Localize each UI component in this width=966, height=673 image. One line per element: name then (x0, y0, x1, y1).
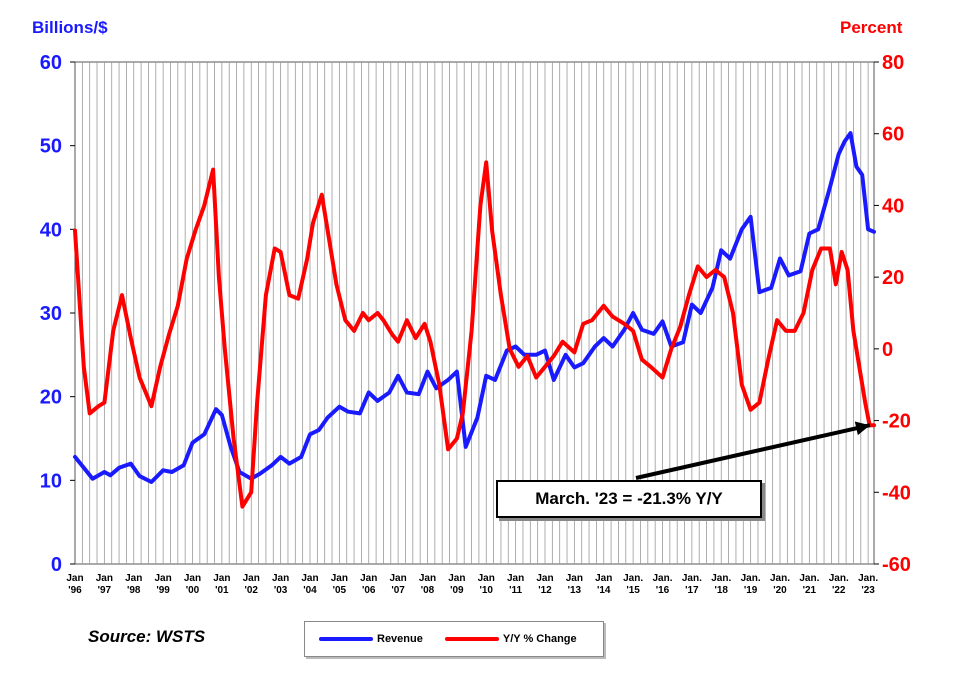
x-tick-label-month: Jan. (682, 573, 702, 584)
x-tick-label-year: '22 (832, 585, 846, 596)
x-tick-label-month: Jan (390, 573, 407, 584)
x-tick-label-month: Jan. (711, 573, 731, 584)
x-tick-label-year: '19 (744, 585, 758, 596)
x-tick-label-month: Jan (566, 573, 583, 584)
revenue-line (73, 131, 876, 484)
legend-label-yoy: Y/Y % Change (502, 633, 577, 645)
left-tick-label: 0 (51, 554, 62, 576)
x-tick-label-year: '98 (127, 585, 141, 596)
x-tick-label-year: '13 (568, 585, 582, 596)
x-tick-label-month: Jan (448, 573, 465, 584)
left-tick-label: 30 (40, 303, 62, 325)
right-tick-label: 20 (882, 267, 904, 289)
x-tick-label-month: Jan (301, 573, 318, 584)
x-tick-label-year: '18 (714, 585, 728, 596)
annotation-arrow (635, 421, 871, 480)
x-tick-label-month: Jan. (799, 573, 819, 584)
x-tick-label-year: '14 (597, 585, 611, 596)
x-tick-label-month: Jan. (623, 573, 643, 584)
legend-label-revenue: Revenue (377, 633, 423, 645)
x-tick-label-month: Jan (478, 573, 495, 584)
x-tick-label-year: '20 (773, 585, 787, 596)
x-tick-label-month: Jan. (652, 573, 672, 584)
x-tick-label-year: '11 (509, 585, 522, 596)
x-tick-label-year: '08 (421, 585, 435, 596)
left-tick-label: 10 (40, 470, 62, 492)
x-tick-label-year: '21 (803, 585, 817, 596)
source-note: Source: WSTS (88, 627, 206, 646)
right-tick-label: 40 (882, 195, 904, 217)
legend-item-revenue: Revenue (319, 633, 423, 645)
x-tick-label-year: '17 (685, 585, 699, 596)
x-tick-label-year: '05 (333, 585, 347, 596)
x-tick-label-month: Jan (66, 573, 83, 584)
x-tick-label-month: Jan (507, 573, 524, 584)
right-tick-label: 80 (882, 52, 904, 74)
yoy-change-line (73, 160, 876, 509)
x-tick-label-month: Jan (331, 573, 348, 584)
left-tick-label: 20 (40, 387, 62, 409)
x-tick-label-year: '16 (656, 585, 670, 596)
legend-swatch-yoy (444, 637, 499, 641)
x-tick-label-month: Jan (125, 573, 142, 584)
arrow-head (854, 421, 870, 436)
x-tick-label-year: '23 (861, 585, 875, 596)
left-tick-label: 50 (40, 136, 62, 158)
x-tick-label-month: Jan (595, 573, 612, 584)
left-tick-label: 40 (40, 219, 62, 241)
x-tick-label-year: '12 (538, 585, 552, 596)
right-tick-label: 60 (882, 124, 904, 146)
series (73, 131, 876, 509)
x-tick-label-year: '09 (450, 585, 464, 596)
x-tick-label-year: '99 (156, 585, 170, 596)
x-tick-label-month: Jan (213, 573, 230, 584)
x-tick-label-year: '00 (186, 585, 200, 596)
right-tick-label: -20 (882, 411, 911, 433)
x-tick-label-month: Jan (155, 573, 172, 584)
x-tick-label-month: Jan (243, 573, 260, 584)
x-tick-label-month: Jan. (741, 573, 761, 584)
x-tick-label-year: '03 (274, 585, 288, 596)
x-tick-label-year: '02 (244, 585, 258, 596)
x-tick-label-month: Jan. (858, 573, 878, 584)
left-tick-label: 60 (40, 52, 62, 74)
x-tick-label-year: '10 (479, 585, 493, 596)
right-tick-label: -60 (882, 554, 911, 576)
x-tick-label-month: Jan. (829, 573, 849, 584)
annotation-callout: March. '23 = -21.3% Y/Y (496, 480, 762, 518)
right-tick-label: -40 (882, 482, 911, 504)
axes: 0102030405060-60-40-20020406080Jan'96Jan… (40, 52, 911, 596)
x-tick-label-month: Jan (360, 573, 377, 584)
x-tick-label-month: Jan (272, 573, 289, 584)
x-tick-label-year: '06 (362, 585, 376, 596)
x-tick-label-month: Jan. (770, 573, 790, 584)
x-tick-label-month: Jan (96, 573, 113, 584)
legend: Revenue Y/Y % Change (304, 621, 604, 657)
x-tick-label-month: Jan (419, 573, 436, 584)
left-axis-unit-label: Billions/$ (32, 18, 108, 37)
x-tick-label-year: '01 (215, 585, 229, 596)
legend-item-yoy: Y/Y % Change (444, 633, 577, 645)
x-tick-label-year: '04 (303, 585, 317, 596)
x-tick-label-year: '07 (391, 585, 405, 596)
arrow-shaft (635, 423, 871, 480)
plot-grid (74, 61, 875, 565)
x-tick-label-year: '96 (68, 585, 82, 596)
x-tick-label-year: '97 (98, 585, 112, 596)
legend-swatch-revenue (319, 637, 373, 641)
x-tick-label-month: Jan (536, 573, 553, 584)
x-tick-label-year: '15 (626, 585, 640, 596)
right-tick-label: 0 (882, 339, 893, 361)
x-tick-label-month: Jan (184, 573, 201, 584)
right-axis-unit-label: Percent (840, 18, 903, 37)
